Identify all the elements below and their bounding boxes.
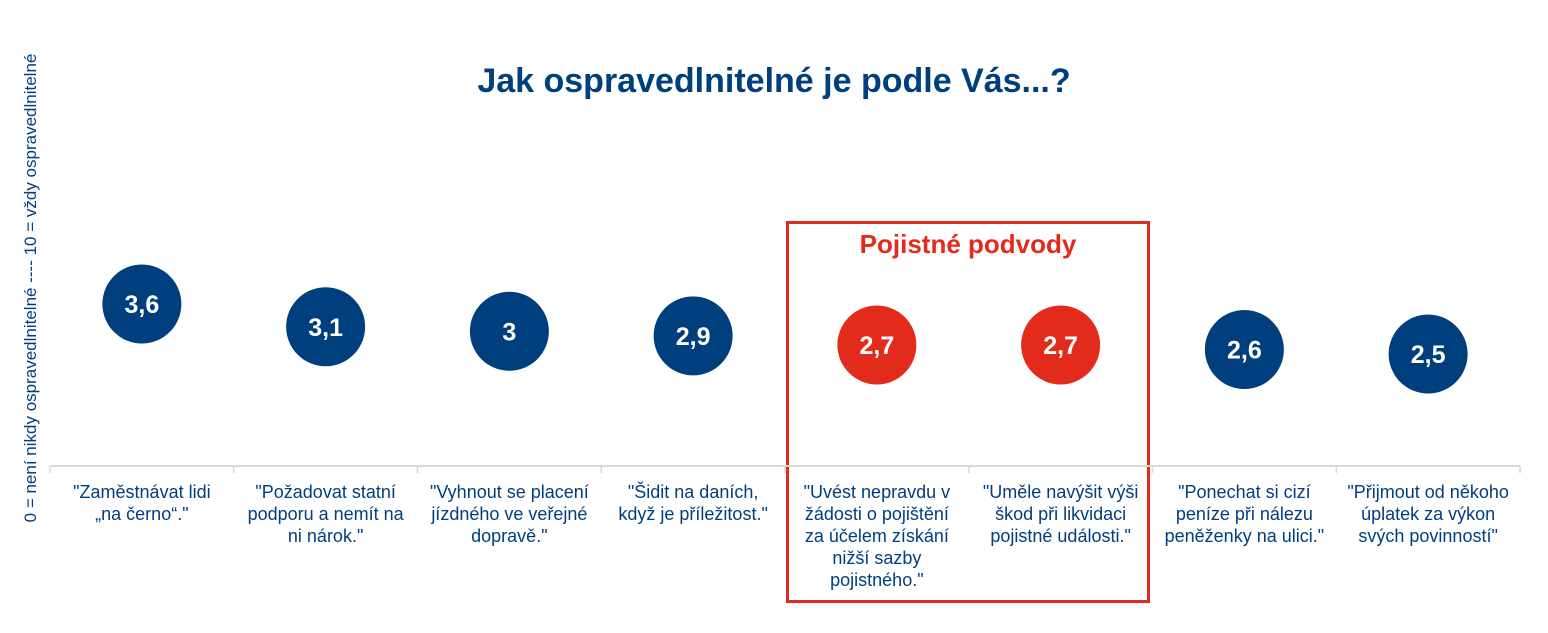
data-point: 2,5 [1388,314,1468,394]
data-point: 2,9 [653,296,733,376]
category-label: "Ponechat si cizí peníze při nálezu peně… [1164,482,1325,546]
insurance-fraud-highlight-label: Pojistné podvody [859,229,1077,259]
data-point: 3,6 [102,264,182,344]
data-point: 2,6 [1204,310,1284,389]
data-point: 2,7 [1021,305,1101,385]
data-point: 3 [469,291,549,371]
category-label: "Zaměstnávat lidi „na černo“." [73,482,211,524]
data-point-marker [1204,310,1284,389]
data-label: 2,5 [1411,341,1446,369]
category-label: "Uvést nepravdu v žádosti o pojištění za… [803,482,951,590]
data-point-marker [469,291,549,371]
data-point: 3,1 [286,287,366,367]
category-label: "Šidit na daních, když je příležitost." [618,482,768,524]
data-point-marker [1021,305,1101,385]
data-label: 2,7 [1043,332,1078,360]
category-label: "Vyhnout se placení jízdného ve veřejné … [429,482,589,546]
data-point: 2,7 [837,305,917,385]
data-label: 3,6 [124,291,159,319]
category-label: "Přijmout od někoho úplatek za výkon svý… [1347,482,1509,546]
data-label: 2,7 [859,332,894,360]
data-point-marker [1388,314,1468,394]
data-label: 2,9 [676,323,711,351]
chart-title: Jak ospravedlnitelné je podle Vás...? [477,62,1071,100]
data-point-marker [653,296,733,376]
data-point-marker [286,287,366,367]
category-label: "Požadovat statní podporu a nemít na ni … [247,482,404,546]
data-point-marker [102,264,182,344]
insurance-fraud-highlight-box [786,221,1150,603]
data-label: 2,6 [1227,337,1262,365]
category-label: "Uměle navýšit výši škod při likvidaci p… [982,482,1139,546]
data-label: 3 [502,318,516,346]
data-point-marker [837,305,917,385]
data-label: 3,1 [308,314,343,342]
